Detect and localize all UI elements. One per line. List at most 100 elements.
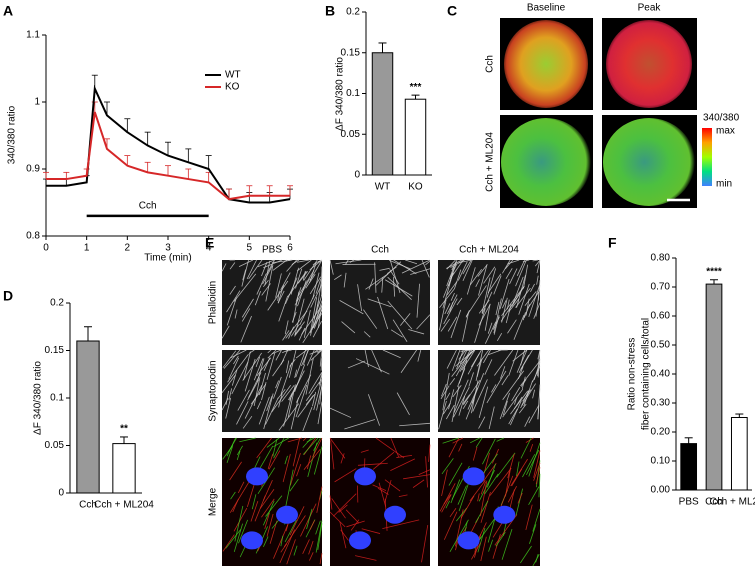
- fiber: [277, 284, 284, 304]
- fiber: [520, 437, 532, 459]
- fiber: [272, 438, 278, 457]
- fiber: [393, 259, 417, 275]
- fiber: [287, 437, 303, 443]
- fiber: [421, 259, 430, 278]
- fiber: [355, 358, 390, 375]
- fiber: [297, 393, 316, 418]
- fiber: [279, 529, 296, 564]
- legend-label: KO: [225, 82, 240, 93]
- fiber: [502, 521, 507, 536]
- fiber: [294, 364, 306, 392]
- row-title: Cch + ML204: [485, 132, 496, 192]
- fiber: [456, 297, 463, 306]
- fiber: [247, 379, 260, 401]
- fiber: [442, 402, 451, 415]
- fiber: [502, 370, 525, 400]
- fiber: [248, 372, 262, 398]
- fiber: [445, 392, 451, 401]
- y-tick-label: 0.9: [26, 164, 40, 175]
- fiber: [507, 259, 520, 265]
- significance: **: [120, 424, 128, 435]
- fiber: [513, 314, 525, 340]
- nucleus: [349, 531, 371, 550]
- fiber: [333, 493, 357, 517]
- fiber: [233, 523, 243, 553]
- fiber: [445, 500, 450, 509]
- fiber: [450, 309, 462, 339]
- y-axis-title: fiber containing cells/total: [641, 318, 652, 430]
- fiber: [472, 379, 488, 412]
- fiber: [281, 385, 295, 402]
- fiber: [309, 276, 322, 295]
- fiber: [499, 278, 510, 310]
- y-tick-label: 0.70: [651, 282, 671, 293]
- fiber: [518, 283, 530, 315]
- y-tick-label: 0.80: [651, 253, 671, 264]
- fiber: [309, 297, 318, 334]
- fiber: [451, 349, 461, 372]
- fiber: [227, 353, 249, 383]
- fiber: [536, 275, 539, 285]
- fiber: [516, 259, 526, 276]
- fiber: [488, 539, 494, 552]
- fiber: [484, 473, 499, 495]
- fiber: [298, 269, 315, 296]
- fiber: [484, 303, 491, 331]
- fiber: [283, 393, 293, 427]
- fiber: [294, 326, 303, 337]
- fiber: [496, 332, 503, 342]
- fiber: [240, 315, 252, 343]
- fiber: [460, 495, 475, 519]
- fiber: [273, 376, 282, 399]
- fiber: [340, 529, 349, 541]
- row-title: Merge: [208, 487, 219, 516]
- fiber: [449, 508, 457, 518]
- fiber: [267, 280, 289, 311]
- fiber: [223, 349, 241, 369]
- fiber: [233, 355, 239, 365]
- fiber: [266, 352, 276, 380]
- fiber: [244, 358, 256, 392]
- fiber: [372, 484, 387, 491]
- row-title: Cch: [485, 55, 496, 73]
- fiber: [254, 291, 261, 306]
- chart: A 0.8 0.9 1 1.1 340/380 ratio 0 1 2 3 4 5 6 Time (min…: [3, 3, 293, 264]
- fiber: [493, 298, 502, 334]
- nucleus: [462, 467, 485, 486]
- fiber: [310, 349, 323, 361]
- fiber: [236, 401, 249, 425]
- fiber: [534, 259, 541, 267]
- fiber: [456, 349, 464, 370]
- fiber: [408, 329, 425, 335]
- panel-letter: B: [325, 3, 335, 19]
- y-tick-label: 0.15: [341, 47, 361, 58]
- fiber: [259, 372, 266, 396]
- fiber: [295, 349, 307, 359]
- significance: ****: [706, 266, 722, 277]
- fiber: [341, 321, 356, 334]
- fiber: [525, 504, 533, 531]
- fiber: [372, 451, 395, 470]
- fiber: [450, 479, 461, 504]
- fiber: [239, 437, 256, 443]
- fiber: [271, 349, 282, 355]
- fiber: [522, 259, 530, 263]
- fiber: [290, 397, 299, 430]
- fiber: [462, 259, 473, 282]
- fiber: [231, 361, 249, 395]
- fiber: [428, 444, 431, 462]
- nucleus: [246, 467, 268, 486]
- fiber: [266, 395, 273, 412]
- fiber: [479, 480, 488, 517]
- fiber: [421, 524, 429, 563]
- fiber: [493, 275, 502, 295]
- y-tick-label: 0.00: [651, 485, 671, 496]
- fiber: [448, 462, 463, 486]
- fiber: [229, 480, 251, 513]
- fiber: [474, 308, 486, 343]
- image: [222, 260, 322, 345]
- fiber: [458, 395, 466, 416]
- colorbar-min: min: [716, 179, 732, 190]
- fiber: [221, 325, 230, 339]
- fiber: [226, 446, 233, 464]
